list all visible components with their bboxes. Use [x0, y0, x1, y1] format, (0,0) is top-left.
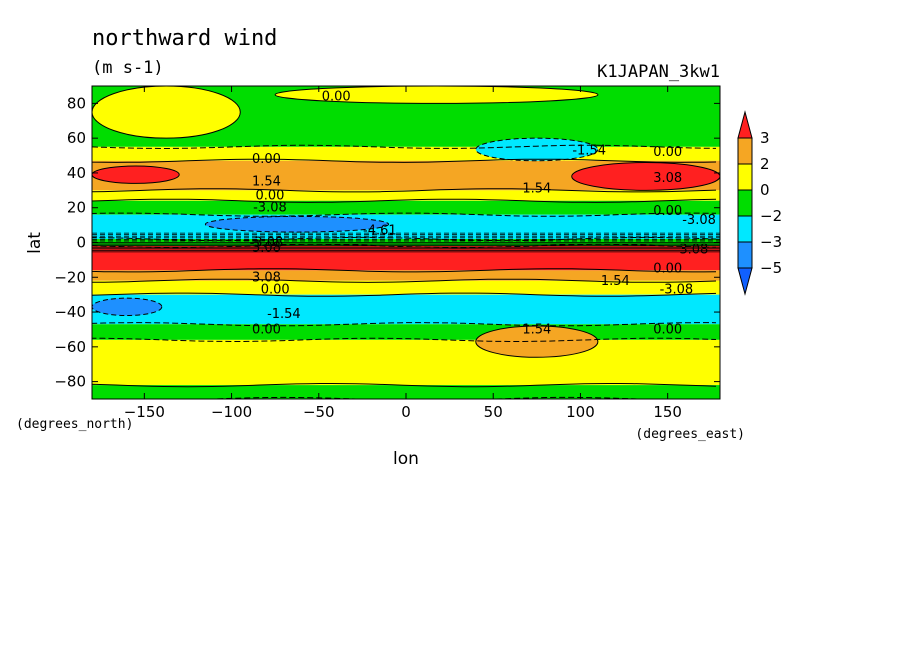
dataset-label: K1JAPAN_3kw1 [597, 62, 720, 82]
contour-label: -3.08 [682, 213, 716, 228]
colorbar-segment [737, 215, 753, 243]
contour-label: -1.54 [572, 143, 606, 158]
band-9 [92, 280, 720, 295]
band-10 [92, 294, 720, 325]
band-13 [92, 385, 720, 399]
contour-line-1 [92, 158, 717, 163]
contour-label: 0.00 [653, 145, 682, 160]
contour-line-10 [92, 322, 717, 327]
contour-label: -4.61 [363, 223, 397, 238]
band-1 [92, 146, 720, 161]
x-tick-label: −100 [211, 403, 252, 421]
feature-4 [571, 162, 720, 191]
contour-label: 0.00 [653, 262, 682, 277]
chart-title: northward wind [92, 26, 277, 51]
contour-label: 3.08 [679, 242, 708, 257]
chart-units: (m s-1) [92, 58, 164, 78]
contour-line-8 [92, 278, 717, 283]
contour-label: 3.08 [252, 270, 281, 285]
band-8 [92, 270, 720, 281]
band-3 [92, 190, 720, 201]
y-tick-label: −80 [54, 373, 86, 391]
colorbar-tick-label: −3 [760, 233, 782, 251]
contour-label: 3.08 [252, 241, 281, 256]
contour-label: 3.08 [653, 171, 682, 186]
feature-1 [274, 86, 599, 104]
contour-label: -3.08 [660, 282, 694, 297]
contour-label: -1.54 [267, 307, 301, 322]
colorbar-tick-label: 3 [760, 129, 770, 147]
colorbar-segment [737, 163, 753, 191]
feature-5 [204, 215, 390, 233]
colorbar-tick-label: 0 [760, 181, 770, 199]
y-tick-label: −60 [54, 338, 86, 356]
y-tick-label: 60 [67, 129, 86, 147]
contour-label: 1.54 [601, 274, 630, 289]
x-tick-label: −50 [303, 403, 335, 421]
feature-0 [92, 86, 241, 139]
colorbar-segment [737, 241, 753, 269]
x-tick-label: 100 [566, 403, 595, 421]
x-axis: −150 −100 −50 0 50 100 150 [124, 86, 682, 421]
contour-line-4 [92, 212, 717, 217]
band-7 [92, 245, 720, 271]
contour-label: 0.00 [653, 204, 682, 219]
band-11 [92, 324, 720, 340]
feature-3 [92, 165, 180, 184]
x-tick-label: 150 [653, 403, 682, 421]
contour-label: 0.00 [261, 282, 290, 297]
y-unit-label: (degrees_north) [16, 417, 133, 432]
plot-area [91, 85, 721, 400]
contour-line-12 [92, 383, 717, 388]
contour-line-2 [92, 188, 717, 193]
x-tick-label: 50 [484, 403, 503, 421]
y-tick-label: −20 [54, 268, 86, 286]
y-tick-label: 20 [67, 199, 86, 217]
colorbar-arrow-top [737, 110, 753, 139]
contour-label: -3.08 [253, 201, 287, 216]
x-tick-label: −150 [124, 403, 165, 421]
contour-label: -3.08 [250, 236, 284, 251]
y-axis: 80 60 40 20 0 −20 −40 −60 −80 [54, 94, 720, 391]
feature-6 [92, 297, 163, 317]
y-tick-label: 40 [67, 164, 86, 182]
y-tick-label: 0 [76, 234, 86, 252]
x-tick-label: 0 [401, 403, 411, 421]
contour-line-9 [92, 292, 717, 297]
contour-line-11 [92, 337, 717, 343]
contour-label: 1.54 [522, 322, 551, 337]
contour-line-3 [92, 198, 717, 203]
contour-label: 0.00 [255, 189, 284, 204]
colorbar-tick-label: −5 [760, 259, 782, 277]
y-axis-label: lat [25, 232, 45, 254]
colorbar-segment [737, 189, 753, 217]
y-tick-label: 80 [67, 94, 86, 112]
contour-line-13 [92, 396, 654, 399]
colorbar-tick-label: 2 [760, 155, 770, 173]
x-unit-label: (degrees_east) [635, 427, 745, 442]
contour-line-7 [92, 268, 717, 273]
band-5 [92, 214, 720, 240]
contour-label: 0.00 [252, 152, 281, 167]
x-axis-label: lon [393, 449, 419, 469]
band-12 [92, 339, 720, 386]
colorbar-arrow-bottom [737, 267, 753, 296]
colorbar-segment [737, 137, 753, 165]
colorbar: 3 2 0 −2 −3 −5 [737, 110, 782, 296]
colorbar-tick-label: −2 [760, 207, 782, 225]
contour-label: 1.54 [522, 182, 551, 197]
contour-label: 0.00 [252, 322, 281, 337]
contour-line-0 [92, 144, 717, 150]
band-4 [92, 200, 720, 215]
feature-2 [475, 137, 599, 162]
contour-label: 1.54 [252, 175, 281, 190]
y-tick-label: −40 [54, 303, 86, 321]
contour-label: 0.00 [322, 89, 351, 104]
contour-label: 0.00 [653, 322, 682, 337]
contour-labels: 0.00-1.54 0.000.001.540.00-3.081.543.080.… [250, 89, 716, 337]
